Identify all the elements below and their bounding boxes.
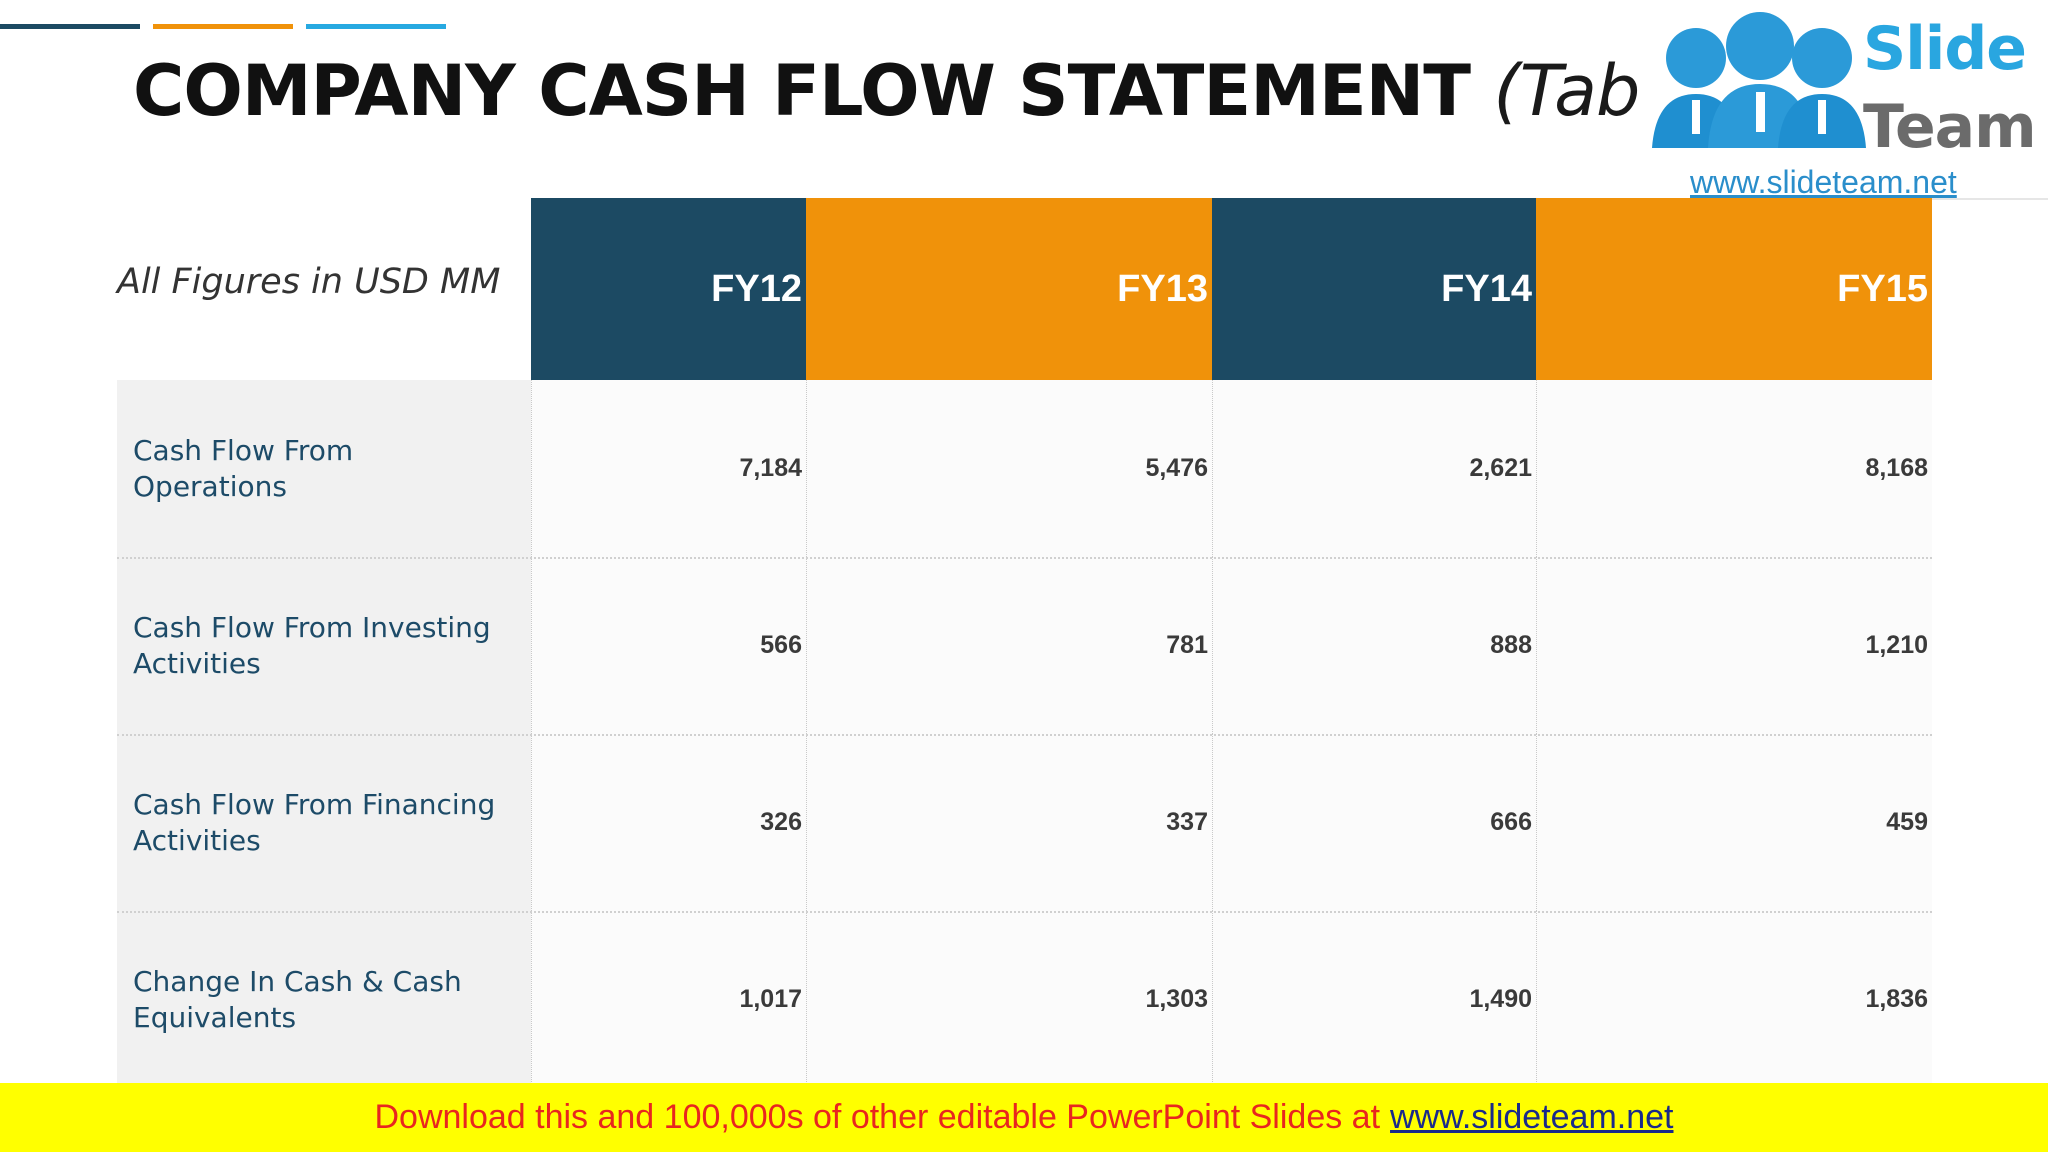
people-icon — [1652, 12, 1866, 148]
value-cell: 459 — [1536, 734, 1932, 911]
row-divider — [117, 557, 1932, 559]
column-header-fy15: FY15 — [1536, 198, 1932, 380]
accent-bar-navy — [0, 24, 140, 29]
row-label: Change In Cash & Cash Equivalents — [133, 964, 462, 1034]
banner-text: Download this and 100,000s of other edit… — [374, 1098, 1381, 1136]
value-cell: 326 — [531, 734, 806, 911]
slideteam-logo: Slide Team www.slideteam.net — [1640, 0, 2048, 200]
value-cell: 7,184 — [531, 380, 806, 557]
column-header-fy14: FY14 — [1212, 198, 1536, 380]
row-label: Cash Flow From Financing Activities — [133, 787, 496, 857]
row-divider — [117, 911, 1932, 913]
value-cell: 1,836 — [1536, 911, 1932, 1088]
value-cell: 337 — [806, 734, 1212, 911]
value-cell: 566 — [531, 557, 806, 734]
value-cell: 1,017 — [531, 911, 806, 1088]
accent-bar-blue — [306, 24, 446, 29]
logo-word-slide: Slide — [1863, 14, 2027, 84]
row-divider — [117, 734, 1932, 736]
download-banner: Download this and 100,000s of other edit… — [0, 1083, 2048, 1152]
value-cell: 781 — [806, 557, 1212, 734]
title-main: COMPANY CASH FLOW STATEMENT — [133, 50, 1471, 132]
value-cell: 1,303 — [806, 911, 1212, 1088]
row-label-cell: Cash Flow From Operations — [117, 380, 531, 557]
value-cell: 888 — [1212, 557, 1536, 734]
value-cell: 1,490 — [1212, 911, 1536, 1088]
row-label: Cash Flow From Investing Activities — [133, 610, 491, 680]
value-cell: 8,168 — [1536, 380, 1932, 557]
logo-word-team: Team — [1863, 92, 2037, 162]
banner-link[interactable]: www.slideteam.net — [1390, 1098, 1674, 1136]
column-header-fy12: FY12 — [531, 198, 806, 380]
logo-url[interactable]: www.slideteam.net — [1690, 164, 1957, 200]
value-cell: 666 — [1212, 734, 1536, 911]
accent-bar-orange — [153, 24, 293, 29]
column-header-fy13: FY13 — [806, 198, 1212, 380]
row-label-cell: Cash Flow From Investing Activities — [117, 557, 531, 734]
units-note: All Figures in USD MM — [117, 262, 501, 302]
row-label-cell: Cash Flow From Financing Activities — [117, 734, 531, 911]
value-cell: 1,210 — [1536, 557, 1932, 734]
value-cell: 5,476 — [806, 380, 1212, 557]
value-cell: 2,621 — [1212, 380, 1536, 557]
row-label-cell: Change In Cash & Cash Equivalents — [117, 911, 531, 1088]
row-label: Cash Flow From Operations — [133, 433, 354, 503]
